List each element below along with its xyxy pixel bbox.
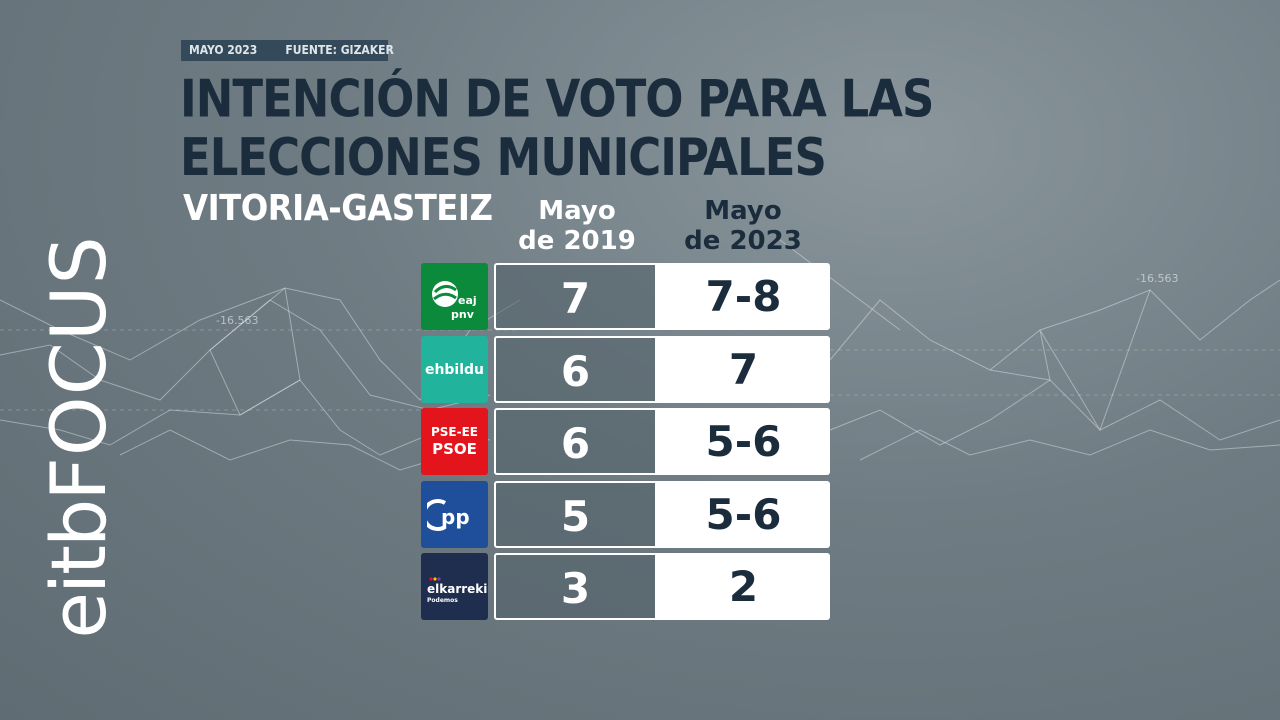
svg-text:eaj: eaj	[458, 294, 477, 307]
ehbildu-logo-icon: ehbildu	[421, 336, 488, 403]
brand-program: FOCUS	[34, 235, 123, 501]
table-row: elkarrekin Podemos 3 2	[421, 553, 830, 621]
watermark-number-left: -16.563	[216, 314, 259, 327]
pp-mark-icon: pp	[426, 498, 470, 531]
table-row: eaj pnv 7 7-8	[421, 263, 830, 331]
seats-2019-cell: 7	[494, 263, 657, 330]
seats-2019-cell: 6	[494, 408, 657, 475]
eaj-pnv-mark-icon: eaj pnv	[431, 280, 477, 321]
seats-2019-cell: 6	[494, 336, 657, 403]
svg-text:elkarrekin: elkarrekin	[427, 582, 487, 596]
pse-ee-psoe-logo-icon: PSE-EE PSOE	[421, 408, 488, 475]
watermark-number-right: -16.563	[1136, 272, 1179, 285]
svg-text:pnv: pnv	[451, 308, 475, 321]
survey-source: FUENTE: GIZAKER	[285, 43, 394, 57]
svg-text:pp: pp	[441, 505, 470, 529]
column-header-2023: Mayo de 2023	[684, 196, 802, 256]
seats-2023-cell: 2	[657, 553, 830, 620]
eitb-focus-logo: eitbFOCUS	[34, 207, 123, 667]
brand-channel: eitb	[34, 500, 123, 639]
survey-date: MAYO 2023	[189, 43, 258, 57]
eaj-pnv-logo-icon: eaj pnv	[421, 263, 488, 330]
seats-2023-cell: 5-6	[657, 481, 830, 548]
seats-2023-cell: 7	[657, 336, 830, 403]
column-header-2019: Mayo de 2019	[518, 196, 636, 256]
pp-logo-icon: pp	[421, 481, 488, 548]
chart-subtitle-city: VITORIA-GASTEIZ	[183, 188, 493, 229]
elkarrekin-podemos-logo-icon: elkarrekin Podemos	[421, 553, 488, 620]
table-row: ehbildu 6 7	[421, 336, 830, 404]
seats-2023-cell: 7-8	[657, 263, 830, 330]
seats-2023-cell: 5-6	[657, 408, 830, 475]
table-row: PSE-EE PSOE 6 5-6	[421, 408, 830, 476]
seats-2019-cell: 3	[494, 553, 657, 620]
svg-text:Podemos: Podemos	[427, 597, 458, 604]
seats-2019-cell: 5	[494, 481, 657, 548]
chart-title: INTENCIÓN DE VOTO PARA LAS ELECCIONES MU…	[180, 68, 934, 188]
psoe-logo-text: PSOE	[432, 440, 477, 458]
elkarrekin-mark-icon: elkarrekin Podemos	[427, 576, 487, 604]
date-source-tag: MAYO 2023 FUENTE: GIZAKER	[181, 40, 394, 61]
pse-ee-logo-text: PSE-EE	[430, 425, 478, 439]
table-row: pp 5 5-6	[421, 481, 830, 549]
ehbildu-logo-text: ehbildu	[424, 361, 485, 378]
